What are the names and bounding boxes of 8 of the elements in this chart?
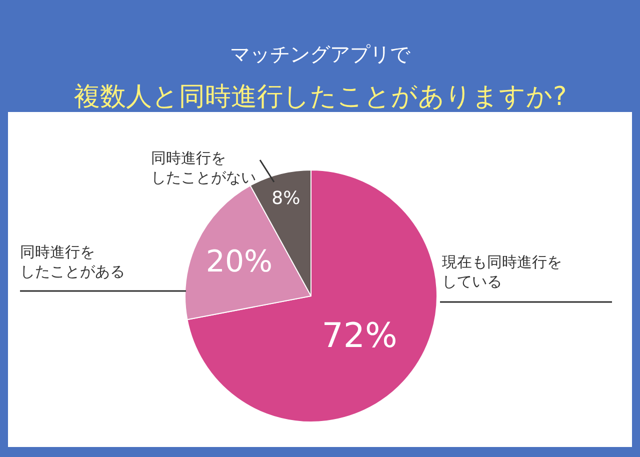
data-label: 72% (322, 316, 398, 356)
slice-label: 現在も同時進行をしている (442, 253, 562, 290)
chart-title: マッチングアプリで (230, 42, 411, 66)
data-label: 8% (272, 188, 300, 209)
slice-label: 同時進行をしたことがある (20, 243, 125, 280)
data-label: 20% (206, 244, 273, 280)
slice-label: 同時進行をしたことがない (151, 149, 256, 186)
chart-subtitle: 複数人と同時進行したことがありますか? (74, 82, 567, 112)
